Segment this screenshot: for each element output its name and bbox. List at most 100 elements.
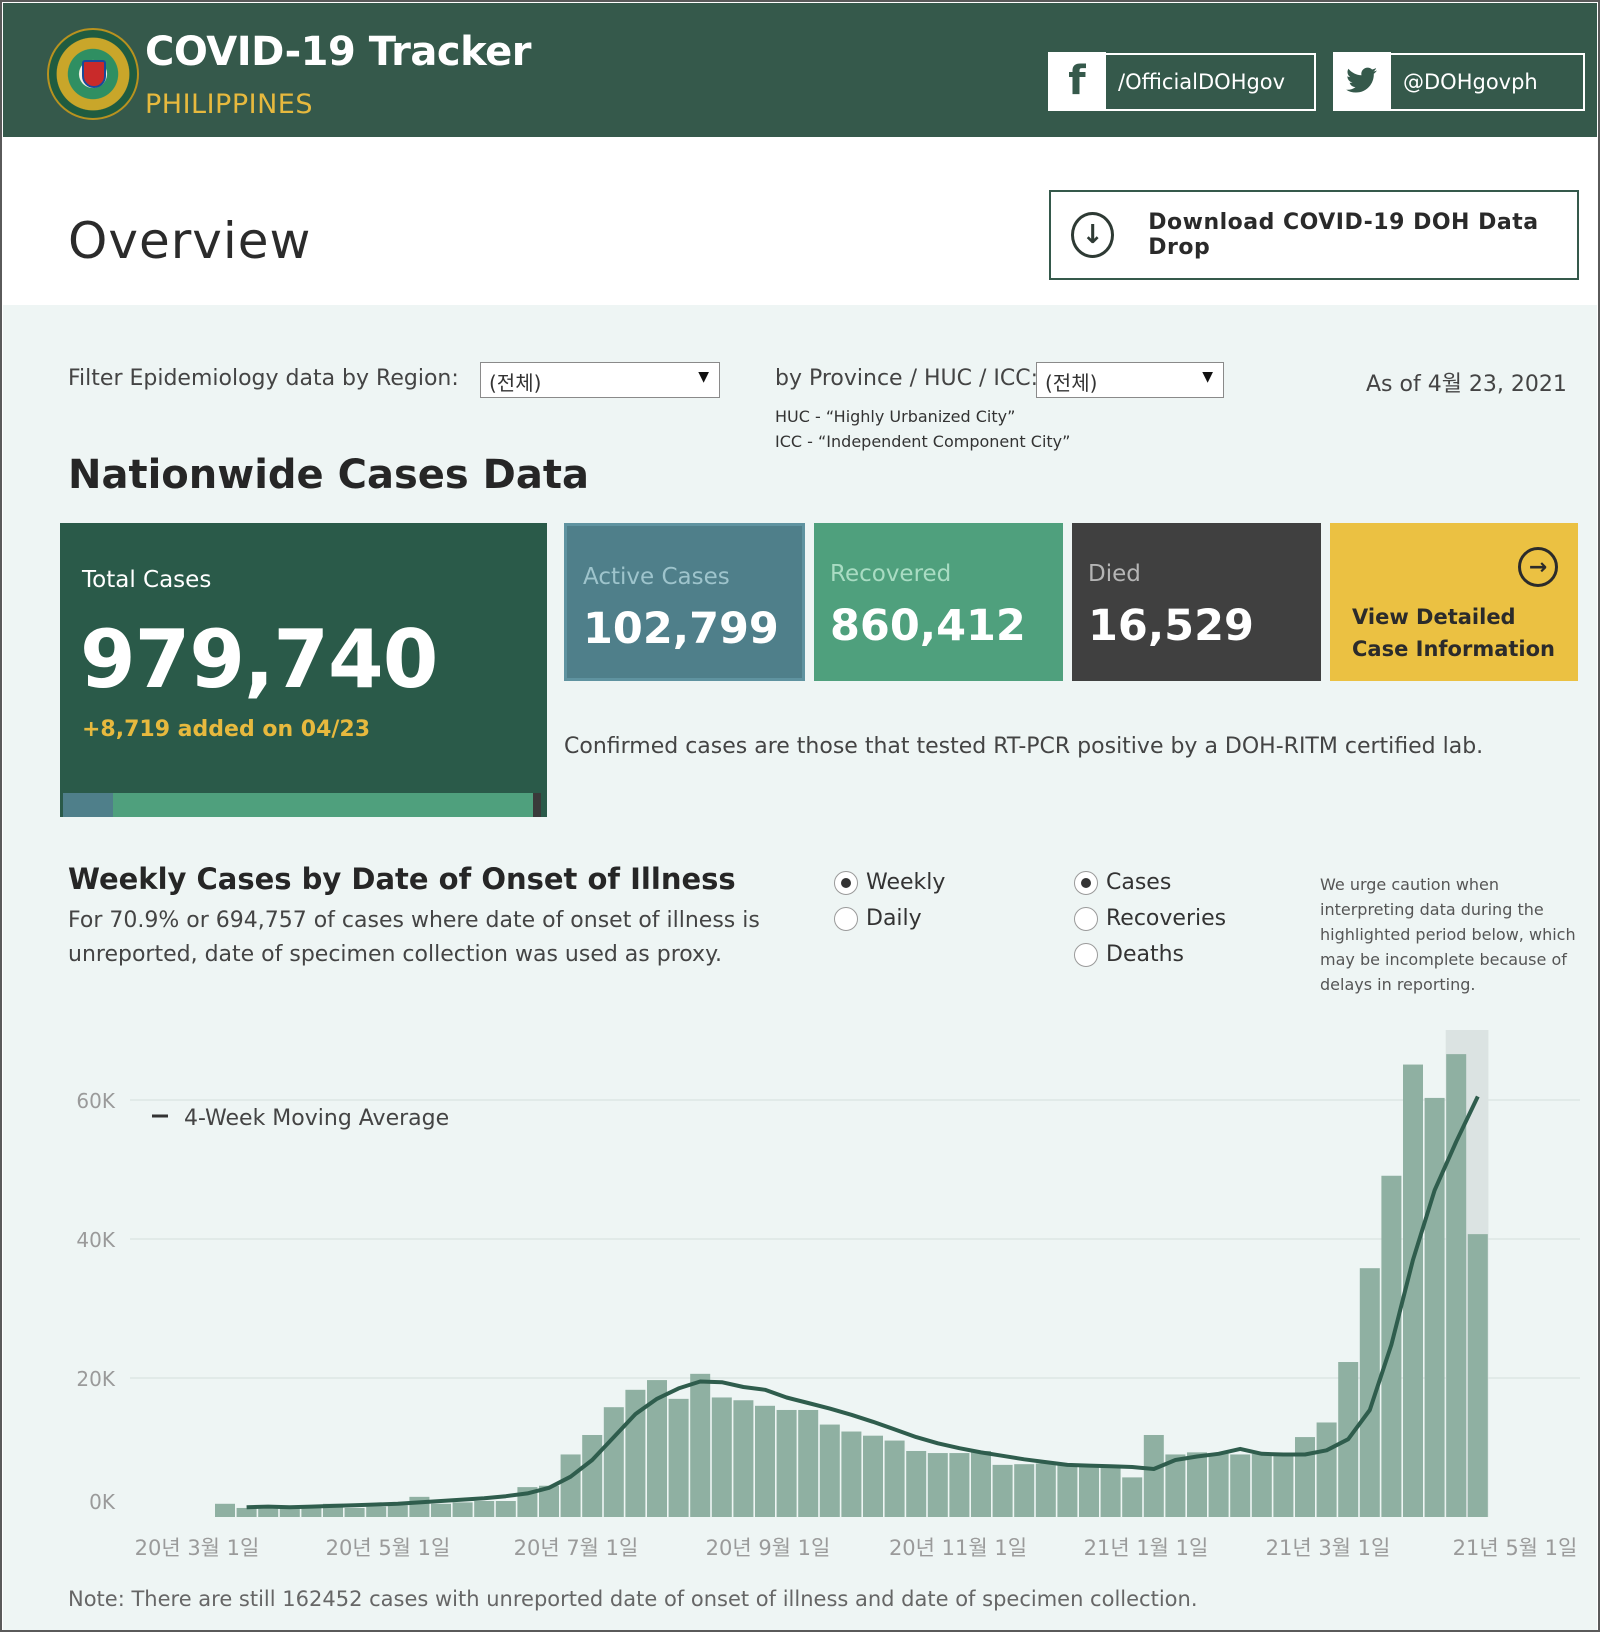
bar <box>819 1424 840 1517</box>
radio-cases[interactable]: Cases <box>1074 870 1171 895</box>
bar <box>301 1506 322 1517</box>
moving-average-line <box>246 1095 1480 1510</box>
radio-daily[interactable]: Daily <box>834 906 922 931</box>
x-tick-label: 21년 3월 1일 <box>1266 1536 1391 1560</box>
bar <box>949 1453 970 1517</box>
bar <box>1079 1464 1099 1517</box>
x-tick-label: 20년 3월 1일 <box>135 1536 260 1560</box>
bar <box>409 1496 430 1517</box>
facebook-icon: f <box>1048 52 1106 110</box>
bar <box>971 1450 991 1517</box>
radio-daily-label: Daily <box>866 906 922 931</box>
x-tick-label: 21년 5월 1일 <box>1453 1536 1578 1560</box>
region-filter-label: Filter Epidemiology data by Region: <box>68 366 459 391</box>
active-cases-label: Active Cases <box>583 564 730 590</box>
bar <box>1208 1453 1229 1517</box>
radio-recoveries[interactable]: Recoveries <box>1074 906 1226 931</box>
total-cases-label: Total Cases <box>82 567 212 593</box>
radio-button-selected <box>1074 870 1098 895</box>
y-tick-label: 60K <box>76 1089 115 1113</box>
radio-deaths[interactable]: Deaths <box>1074 942 1184 967</box>
x-tick-label: 20년 7월 1일 <box>514 1536 639 1560</box>
bar <box>927 1453 948 1517</box>
download-data-drop-button[interactable]: ↓ Download COVID-19 DOH Data Drop <box>1049 190 1579 280</box>
bar <box>1143 1434 1164 1517</box>
bar <box>711 1397 732 1517</box>
bar <box>733 1400 754 1517</box>
x-tick-label: 20년 5월 1일 <box>326 1536 451 1560</box>
view-detailed-case-info-button[interactable]: → View Detailed Case Information <box>1330 523 1578 681</box>
app-title: COVID-19 Tracker <box>145 29 531 75</box>
case-composition-bar <box>63 793 541 817</box>
radio-cases-label: Cases <box>1106 870 1172 895</box>
view-detailed-label: View Detailed Case Information <box>1352 601 1555 665</box>
recovered-value: 860,412 <box>830 601 1026 651</box>
province-filter-label: by Province / HUC / ICC: <box>775 366 1039 391</box>
weekly-sub-note: For 70.9% or 694,757 of cases where date… <box>68 908 760 967</box>
bottom-note: Note: There are still 162452 cases with … <box>68 1587 1198 1611</box>
bar <box>495 1501 516 1517</box>
bar <box>1295 1437 1315 1517</box>
bar <box>884 1440 905 1517</box>
bar <box>992 1464 1013 1517</box>
bar <box>1057 1464 1078 1517</box>
bar <box>539 1485 559 1517</box>
twitter-link[interactable]: @DOHgovph <box>1333 52 1585 111</box>
bar <box>366 1506 387 1517</box>
app-subtitle: PHILIPPINES <box>145 89 313 120</box>
bar <box>1359 1268 1380 1517</box>
composition-recovered-segment <box>113 793 533 817</box>
region-select[interactable]: (전체) ▼ <box>480 362 720 398</box>
chevron-down-icon: ▼ <box>698 369 709 385</box>
province-select[interactable]: (전체) ▼ <box>1036 362 1224 398</box>
x-tick-label: 20년 9월 1일 <box>706 1536 831 1560</box>
bar <box>1014 1464 1035 1517</box>
bar <box>1100 1466 1121 1517</box>
region-select-value: (전체) <box>489 371 542 395</box>
radio-weekly[interactable]: Weekly <box>834 870 945 895</box>
bar <box>863 1435 883 1517</box>
province-select-value: (전체) <box>1045 371 1098 395</box>
radio-button <box>834 906 858 931</box>
bar <box>755 1405 775 1517</box>
twitter-handle: @DOHgovph <box>1403 70 1538 94</box>
view-detailed-line1: View Detailed <box>1352 605 1516 629</box>
chevron-down-icon: ▼ <box>1202 369 1213 385</box>
y-tick-label: 0K <box>89 1490 116 1514</box>
bar <box>668 1398 689 1517</box>
radio-button <box>1074 906 1098 931</box>
bar <box>236 1507 257 1517</box>
doh-seal-logo <box>47 28 139 120</box>
caution-note: We urge caution when interpreting data d… <box>1320 875 1576 994</box>
bar <box>258 1508 279 1517</box>
bar <box>1273 1455 1294 1517</box>
total-cases-value: 979,740 <box>80 613 438 706</box>
bar <box>1230 1454 1251 1517</box>
bar <box>776 1409 797 1517</box>
radio-weekly-label: Weekly <box>866 870 946 895</box>
active-cases-card: Active Cases 102,799 <box>564 523 805 681</box>
bar <box>1122 1477 1143 1517</box>
confirmed-cases-note: Confirmed cases are those that tested RT… <box>564 734 1484 759</box>
page-title: Overview <box>68 212 312 270</box>
died-value: 16,529 <box>1088 601 1254 651</box>
as-of-date: As of 4월 23, 2021 <box>1366 372 1567 397</box>
recovered-label: Recovered <box>830 561 952 587</box>
bar <box>841 1431 862 1517</box>
bar <box>1035 1463 1056 1517</box>
view-detailed-line2: Case Information <box>1352 637 1555 661</box>
bar <box>1403 1064 1423 1517</box>
bar <box>1187 1452 1207 1517</box>
died-card: Died 16,529 <box>1072 523 1321 681</box>
died-label: Died <box>1088 561 1141 587</box>
y-tick-label: 20K <box>76 1367 115 1391</box>
bar <box>647 1380 667 1517</box>
facebook-link[interactable]: f /OfficialDOHgov <box>1048 52 1316 111</box>
bar <box>474 1501 495 1517</box>
composition-active-segment <box>63 793 114 817</box>
bar <box>906 1450 927 1517</box>
bar <box>690 1373 711 1517</box>
bar <box>1424 1097 1445 1517</box>
radio-button-selected <box>834 870 858 895</box>
bar <box>1446 1054 1467 1517</box>
